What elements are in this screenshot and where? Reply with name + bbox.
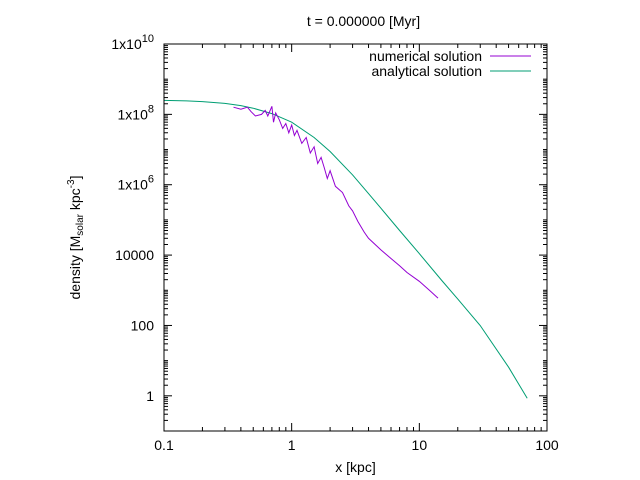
x-tick-label: 0.1 xyxy=(154,437,174,453)
y-axis-label-superscript: -3 xyxy=(66,179,77,188)
y-axis-label-middle: kpc xyxy=(67,188,83,214)
y-tick-label-base: 1x10 xyxy=(118,106,149,122)
series-line-numerical-solution xyxy=(233,106,439,299)
plot-frame xyxy=(163,43,548,432)
plot-series xyxy=(164,99,528,399)
y-tick-label-exponent: 8 xyxy=(148,103,154,115)
y-axis-label-suffix: ] xyxy=(67,176,83,180)
y-axis-label-prefix: density [M xyxy=(67,236,83,300)
legend-label: numerical solution xyxy=(369,48,482,64)
y-tick-label-exponent: 6 xyxy=(148,174,154,186)
legend-label: analytical solution xyxy=(371,63,482,79)
y-tick-label-base: 1x10 xyxy=(111,36,142,52)
x-tick-label: 10 xyxy=(412,437,428,453)
x-tick-label: 100 xyxy=(535,437,559,453)
y-tick-label: 1x106 xyxy=(118,174,154,193)
y-tick-label-base: 1x10 xyxy=(118,177,149,193)
chart-title: t = 0.000000 [Myr] xyxy=(307,13,420,29)
y-tick-label-exponent: 10 xyxy=(142,33,154,45)
axes-ticks xyxy=(163,44,548,432)
y-axis-label: density [Msolar kpc-3] xyxy=(66,176,86,300)
y-tick-label: 1x1010 xyxy=(111,33,154,52)
x-tick-label: 1 xyxy=(288,437,296,453)
y-axis-label-subscript: solar xyxy=(75,213,86,235)
y-tick-label: 10000 xyxy=(115,247,154,263)
y-tick-label: 1 xyxy=(146,388,154,404)
y-tick-label: 100 xyxy=(131,317,155,333)
y-tick-label: 1x108 xyxy=(118,103,154,122)
x-axis-label: x [kpc] xyxy=(335,459,375,475)
series-line-analytical-solution xyxy=(164,99,528,399)
